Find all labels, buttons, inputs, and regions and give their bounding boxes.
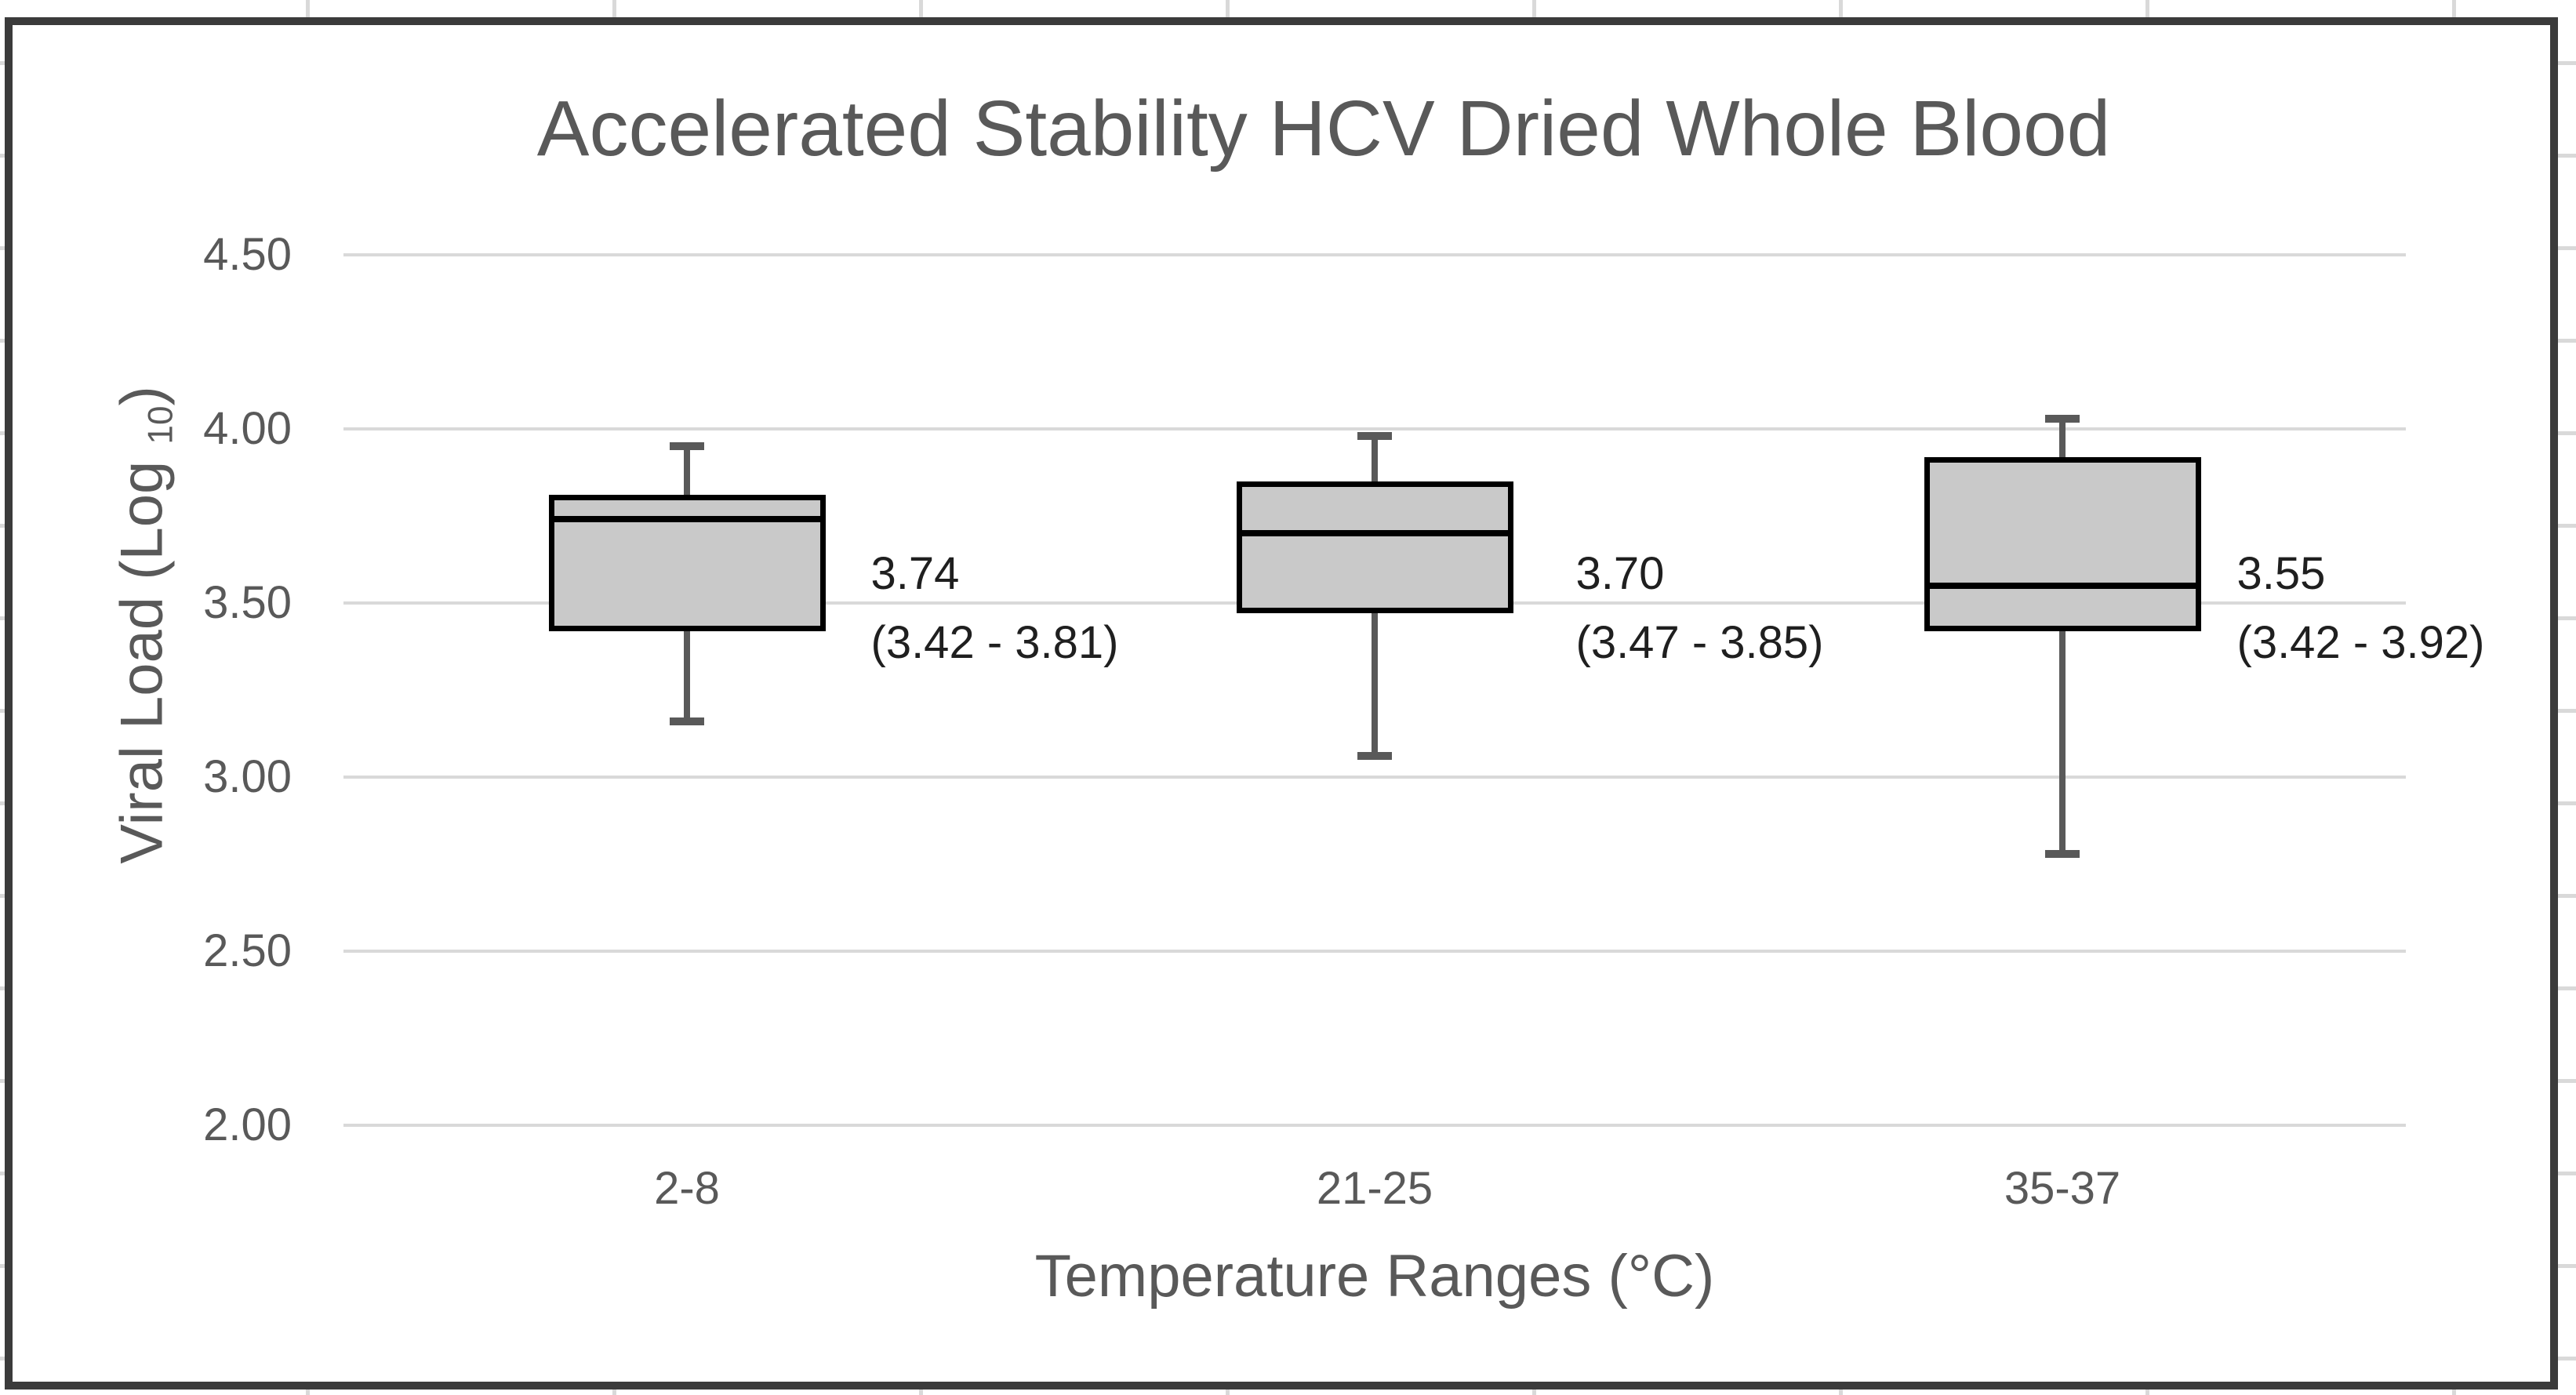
spreadsheet-row-stub [2558,894,2576,898]
spreadsheet-row-stub [2558,154,2576,158]
whisker-cap-upper [1357,432,1392,440]
chart-frame-border [5,17,2558,1390]
spreadsheet-column-stub [1532,0,1536,17]
spreadsheet-row-stub [2558,709,2576,713]
spreadsheet-row-stub [2558,246,2576,250]
spreadsheet-row-stub [0,709,5,713]
chart-title: Accelerated Stability HCV Dried Whole Bl… [536,85,2111,173]
spreadsheet-row-stub [0,801,5,805]
box-annotation-35-37: 3.55 (3.42 - 3.92) [2237,539,2485,678]
spreadsheet-column-stub [612,1389,616,1395]
spreadsheet-row-stub [0,61,5,65]
y-tick-label: 4.50 [203,229,292,280]
spreadsheet-row-stub [2558,616,2576,620]
spreadsheet-row-stub [0,431,5,435]
x-tick-label-21-25: 21-25 [1316,1163,1433,1214]
spreadsheet-row-stub [0,894,5,898]
whisker-upper [2059,419,2066,457]
annotation-median-value: 3.74 [870,548,960,599]
spreadsheet-column-stub [306,1389,310,1395]
whisker-cap-lower [1357,752,1392,760]
annotation-range: (3.47 - 3.85) [1575,617,1824,668]
y-tick-label: 3.00 [203,751,292,802]
spreadsheet-row-stub [2558,1172,2576,1175]
x-axis-title: Temperature Ranges (°C) [1034,1243,1715,1310]
whisker-cap-upper [2045,415,2080,423]
whisker-lower [1372,613,1378,756]
y-tick-label: 2.00 [203,1099,292,1150]
annotation-range: (3.42 - 3.92) [2236,617,2485,668]
median-line [1241,530,1508,536]
spreadsheet-column-stub [612,0,616,17]
gridline-y-3.00 [343,776,2406,779]
spreadsheet-column-stub [1226,1389,1230,1395]
whisker-lower [2059,631,2066,854]
whisker-cap-lower [2045,850,2080,858]
spreadsheet-row-stub [2558,61,2576,65]
spreadsheet-column-stub [919,0,923,17]
gridline-y-4.00 [343,427,2406,430]
annotation-range: (3.42 - 3.81) [870,617,1119,668]
spreadsheet-row-stub [2558,1357,2576,1360]
gridline-y-2.00 [343,1124,2406,1127]
spreadsheet-column-stub [2145,0,2149,17]
spreadsheet-column-stub [2452,0,2456,17]
whisker-cap-upper [670,442,704,450]
annotation-median-value: 3.55 [2236,548,2326,599]
spreadsheet-row-stub [0,524,5,528]
spreadsheet-row-stub [0,1357,5,1360]
median-line [554,516,820,522]
box-annotation-2-8: 3.74 (3.42 - 3.81) [871,539,1119,678]
gridline-y-4.50 [343,253,2406,256]
spreadsheet-row-stub [2558,524,2576,528]
spreadsheet-row-stub [0,339,5,343]
gridline-y-2.50 [343,950,2406,953]
spreadsheet-row-stub [0,1079,5,1083]
spreadsheet-row-stub [2558,1264,2576,1268]
whisker-upper [1372,436,1378,481]
whisker-upper [684,446,690,495]
spreadsheet-row-stub [2558,1079,2576,1083]
x-tick-label-2-8: 2-8 [654,1163,720,1214]
y-tick-label: 2.50 [203,925,292,976]
box-annotation-21-25: 3.70 (3.47 - 3.85) [1576,539,1824,678]
spreadsheet-row-stub [2558,431,2576,435]
box-plot-35-37 [1924,457,2201,631]
spreadsheet-column-stub [1532,1389,1536,1395]
whisker-lower [684,631,690,721]
spreadsheet-row-stub [2558,801,2576,805]
spreadsheet-row-stub [0,616,5,620]
spreadsheet-column-stub [1839,1389,1843,1395]
y-tick-label: 3.50 [203,577,292,628]
spreadsheet-column-stub [2452,1389,2456,1395]
spreadsheet-column-stub [306,0,310,17]
spreadsheet-row-stub [0,986,5,990]
spreadsheet-row-stub [0,246,5,250]
whisker-cap-lower [670,717,704,725]
spreadsheet-column-stub [919,1389,923,1395]
spreadsheet-column-stub [1839,0,1843,17]
spreadsheet-column-stub [2145,1389,2149,1395]
box-plot-21-25 [1236,481,1513,613]
spreadsheet-row-stub [0,1172,5,1175]
spreadsheet-row-stub [2558,339,2576,343]
spreadsheet-row-stub [0,1264,5,1268]
spreadsheet-row-stub [2558,986,2576,990]
annotation-median-value: 3.70 [1575,548,1665,599]
spreadsheet-row-stub [0,154,5,158]
median-line [1929,583,2196,589]
spreadsheet-column-stub [1226,0,1230,17]
x-tick-label-35-37: 35-37 [2004,1163,2121,1214]
y-tick-label: 4.00 [203,403,292,454]
